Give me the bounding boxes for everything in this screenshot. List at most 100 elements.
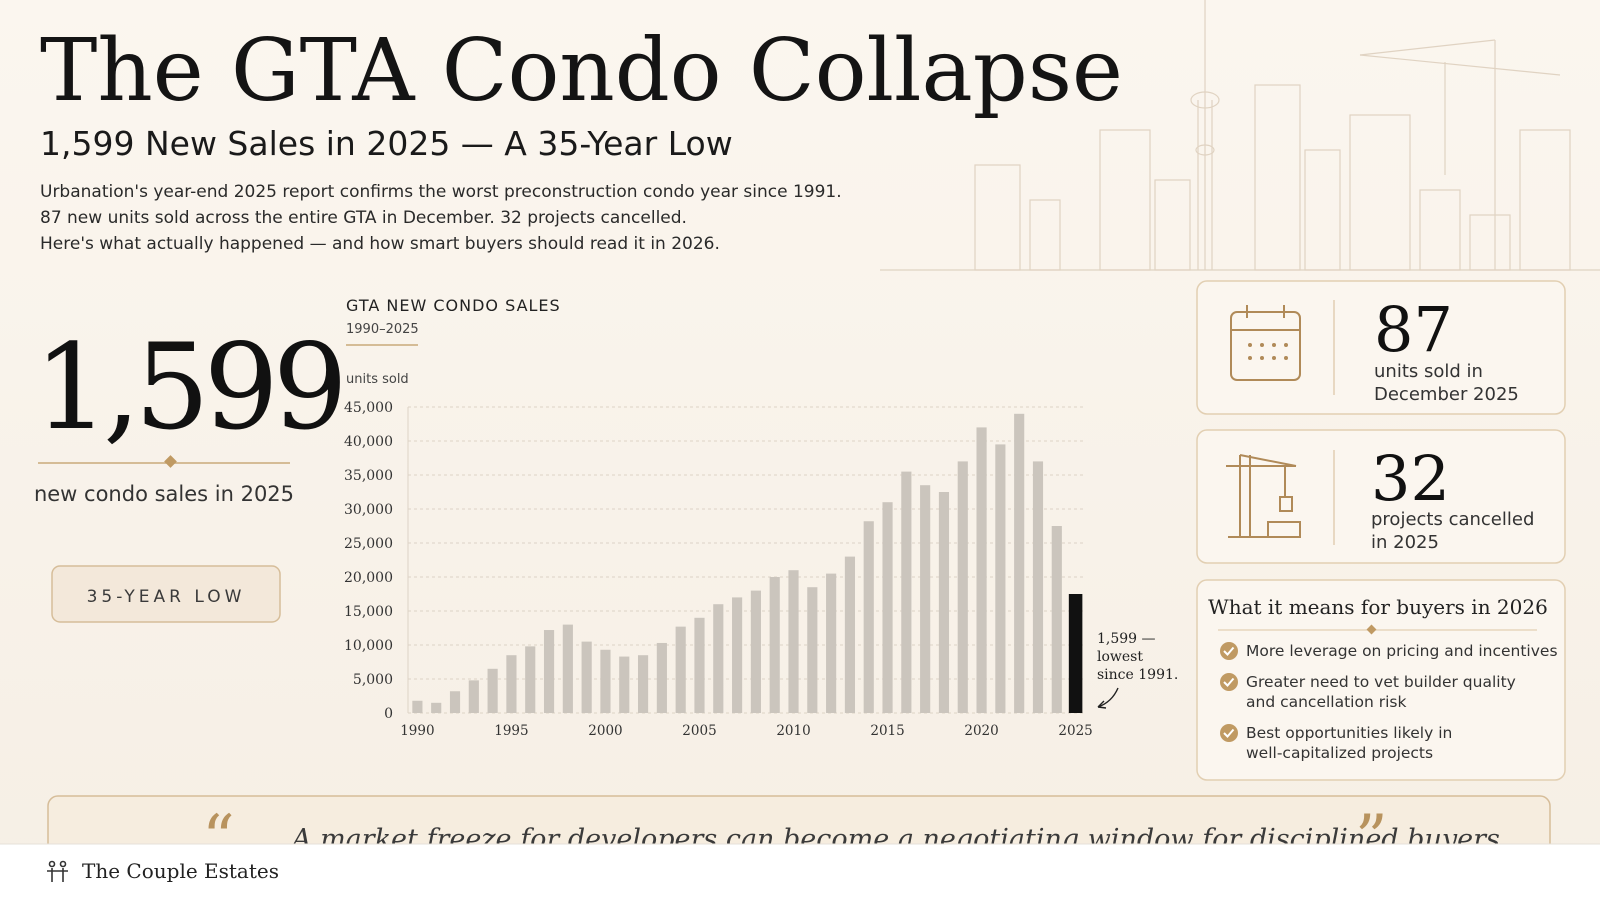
bar [713,604,724,713]
y-tick-label: 45,000 [344,400,393,416]
bar [807,587,818,713]
chart-subtitle: 1990–2025 [346,322,419,337]
buyers-title: What it means for buyers in 2026 [1208,595,1548,619]
y-tick-label: 5,000 [353,672,393,688]
bar [431,702,442,713]
check-icon [1220,673,1238,691]
bar [637,655,649,713]
subtitle: 1,599 New Sales in 2025 — A 35-Year Low [40,124,733,163]
x-tick-label: 2020 [964,723,998,739]
bar [732,597,743,713]
bar [1032,461,1044,713]
title: The GTA Condo Collapse [40,21,1123,121]
buyers-list: More leverage on pricing and incentives G… [1220,642,1558,762]
bar [826,573,837,713]
bar [976,427,987,713]
bar [619,656,630,713]
bar [600,649,611,713]
bar [957,461,968,713]
check-mark [1223,646,1235,656]
stat-caption: in 2025 [1371,532,1439,553]
bar [901,471,912,713]
stat-card [1196,429,1566,564]
bar [506,655,517,713]
bar [788,570,799,713]
bar [656,642,667,713]
stat-caption: projects cancelled [1371,509,1534,530]
bar [844,556,856,713]
crane-icon [1226,454,1301,538]
bar [581,641,592,713]
bar [995,444,1006,713]
x-tick-label: 1990 [400,723,434,739]
calendar-icon [1230,305,1301,381]
stat-value: 87 [1374,293,1453,366]
bar [863,521,874,713]
x-tick-label: 2000 [588,723,622,739]
y-tick-label: 40,000 [344,434,393,450]
intro-line: 87 new units sold across the entire GTA … [40,208,687,228]
intro-line: Here's what actually happened — and how … [40,234,720,254]
x-tick-label: 2015 [870,723,904,739]
x-tick-label: 1995 [494,723,528,739]
bar [694,617,705,713]
bar [920,485,931,713]
x-tick-label: 2010 [776,723,810,739]
check-icon [1220,642,1238,660]
y-tick-label: 25,000 [344,536,393,552]
x-tick-label: 2005 [682,723,716,739]
calendar-dots [1248,343,1288,360]
bar [412,700,423,713]
annotation: since 1991. [1097,667,1178,683]
y-axis-label: units sold [346,372,409,387]
chart-title: GTA NEW CONDO SALES [346,296,561,315]
y-tick-label: 30,000 [344,502,393,518]
bar [449,691,461,713]
hero-caption: new condo sales in 2025 [34,482,294,506]
stat-value: 32 [1371,442,1450,515]
intro: Urbanation's year-end 2025 report confir… [40,182,842,254]
bar [525,646,536,713]
bar [882,502,893,713]
y-tick-label: 0 [384,706,393,722]
brand: The Couple Estates [82,859,279,883]
y-tick-label: 20,000 [344,570,393,586]
intro-line: Urbanation's year-end 2025 report confir… [40,182,842,202]
bar [468,680,479,713]
bar [675,626,686,713]
footer [0,844,1600,900]
y-tick-label: 35,000 [344,468,393,484]
annotation-arrow [1097,687,1119,709]
bar [769,577,780,713]
bar [938,492,950,713]
badge-text: 35-YEAR LOW [87,587,246,607]
y-tick-label: 10,000 [344,638,393,654]
buyers-item: well-capitalized projects [1246,744,1433,762]
hero-value: 1,599 [34,318,342,456]
stat-caption: December 2025 [1374,384,1519,405]
buyers-item: and cancellation risk [1246,693,1406,711]
bar [562,624,573,713]
bar [543,630,555,713]
check-mark [1223,728,1235,738]
stat-caption: units sold in [1374,361,1483,382]
check-mark [1223,677,1235,687]
y-tick-label: 15,000 [344,604,393,620]
diamond [164,455,177,468]
chart: 0 5,000 10,000 15,000 20,000 25,000 30,000 35,0… [344,400,1178,739]
annotation: 1,599 — [1097,631,1156,647]
x-tick-label: 2025 [1058,723,1092,739]
check-icon [1220,724,1238,742]
diamond [1366,624,1377,635]
buyers-item: Best opportunities likely in [1246,724,1452,742]
bar [1051,526,1062,713]
buyers-item: More leverage on pricing and incentives [1246,642,1558,660]
bar [750,590,761,713]
skyline [880,0,1600,271]
bar [1014,413,1025,713]
brand-icon [47,860,68,882]
badge [51,565,281,623]
annotation: lowest [1097,649,1143,665]
